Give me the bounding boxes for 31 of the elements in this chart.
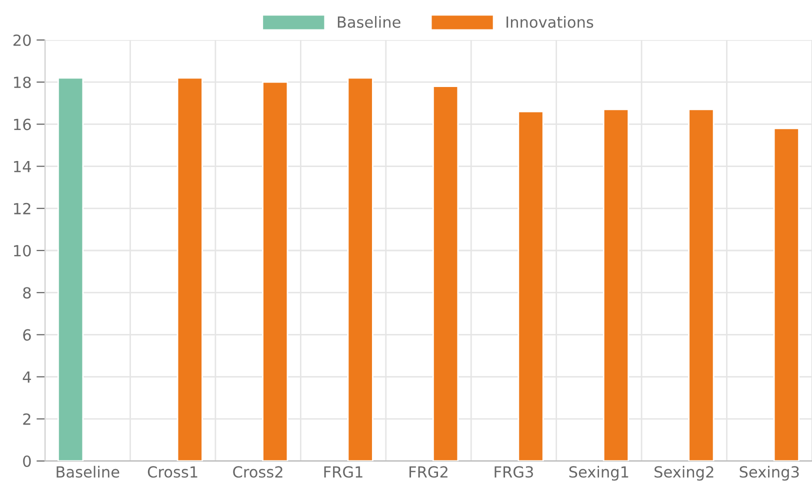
y-tick-label: 10	[14, 244, 31, 257]
y-tick-label: 2	[23, 413, 30, 425]
y-tick-label: 4	[22, 371, 31, 383]
y-tick-label: 20	[13, 34, 31, 46]
x-tick-label: FRG1	[324, 466, 362, 478]
bar	[773, 128, 800, 461]
bar	[432, 86, 459, 461]
x-tick-label: FRG2	[410, 466, 448, 478]
legend-label: Baseline	[338, 16, 400, 28]
x-tick-label: Sexing2	[654, 466, 714, 481]
bar	[58, 77, 84, 461]
legend-label: Innovations	[506, 16, 594, 28]
bar	[347, 77, 374, 461]
y-tick-label: 14	[14, 160, 31, 172]
bar	[518, 110, 544, 461]
x-tick-label: Sexing1	[569, 466, 628, 481]
bar	[262, 81, 288, 461]
y-tick-label: 8	[23, 287, 31, 299]
x-tick-label: Sexing3	[740, 466, 799, 481]
bar	[688, 108, 714, 461]
y-tick-label: 16	[14, 118, 31, 130]
x-tick-label: FRG3	[494, 466, 533, 478]
y-tick-label: 12	[14, 202, 30, 214]
x-tick-label: Cross2	[233, 466, 282, 478]
bar	[602, 108, 630, 461]
y-tick-label: 6	[23, 329, 31, 341]
y-tick-label: 0	[23, 455, 31, 468]
bar	[176, 77, 203, 461]
x-tick-label: Cross1	[148, 466, 198, 478]
y-tick-label: 18	[14, 76, 31, 88]
x-tick-label: Baseline	[56, 466, 120, 478]
